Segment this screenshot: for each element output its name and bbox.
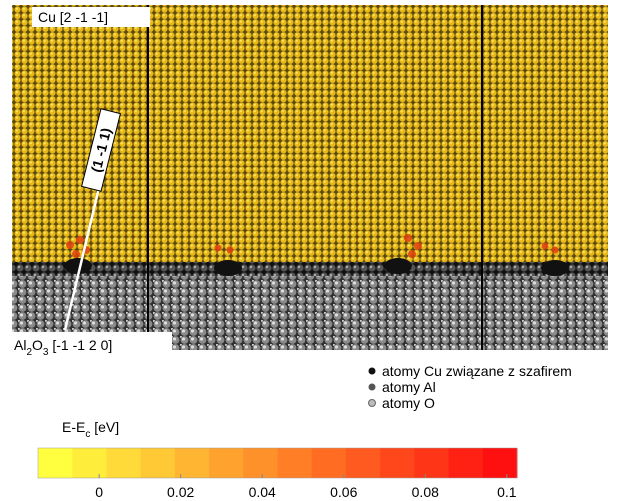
text: Al [14,337,26,353]
colorbar-step [243,448,278,478]
colorbar-step [277,448,313,478]
legend-label: atomy Al [382,379,436,395]
subscript: 3 [43,347,49,358]
tick-label: 0.06 [330,484,357,500]
colorbar-step [380,448,415,478]
colorbar-label: E-Ec [eV] [62,419,119,440]
colorbar-step [140,448,176,478]
tick-label: 0.1 [497,484,517,500]
text: [eV] [90,419,119,435]
colorbar-step [311,448,347,478]
tick-label: 0 [95,484,103,500]
colorbar-step [482,448,518,478]
label-box [81,108,121,192]
text: O [32,337,43,353]
cu-label: Cu [2 -1 -1] [38,9,108,25]
legend: atomy Cu związane z szafirem atomy Al at… [368,363,572,411]
colorbar: 0 0.02 0.04 0.06 0.08 0.1 [37,447,518,500]
subscript: 2 [26,347,32,358]
subscript: c [85,429,90,440]
colorbar-step [106,448,142,478]
substrate-label: Al2O3 [-1 -1 2 0] [14,337,112,358]
colorbar-step [345,448,381,478]
legend-dot [368,367,376,375]
colorbar-step [174,448,210,478]
text: [-1 -1 2 0] [48,337,112,353]
tick-label: 0.04 [249,484,276,500]
text: E-E [62,419,85,435]
colorbar-step [414,448,450,478]
colorbar-step [448,448,484,478]
legend-label: atomy O [382,395,435,411]
legend-dot [368,383,376,391]
colorbar-frame [37,447,518,479]
colorbar-step [72,448,107,478]
label-box [32,7,150,27]
tick-label: 0.08 [412,484,439,500]
label-box [12,332,172,360]
tick-label: 0.02 [167,484,194,500]
legend-label: atomy Cu związane z szafirem [382,363,572,379]
colorbar-step [209,448,244,478]
legend-dot [368,399,376,407]
colorbar-step [38,448,73,478]
